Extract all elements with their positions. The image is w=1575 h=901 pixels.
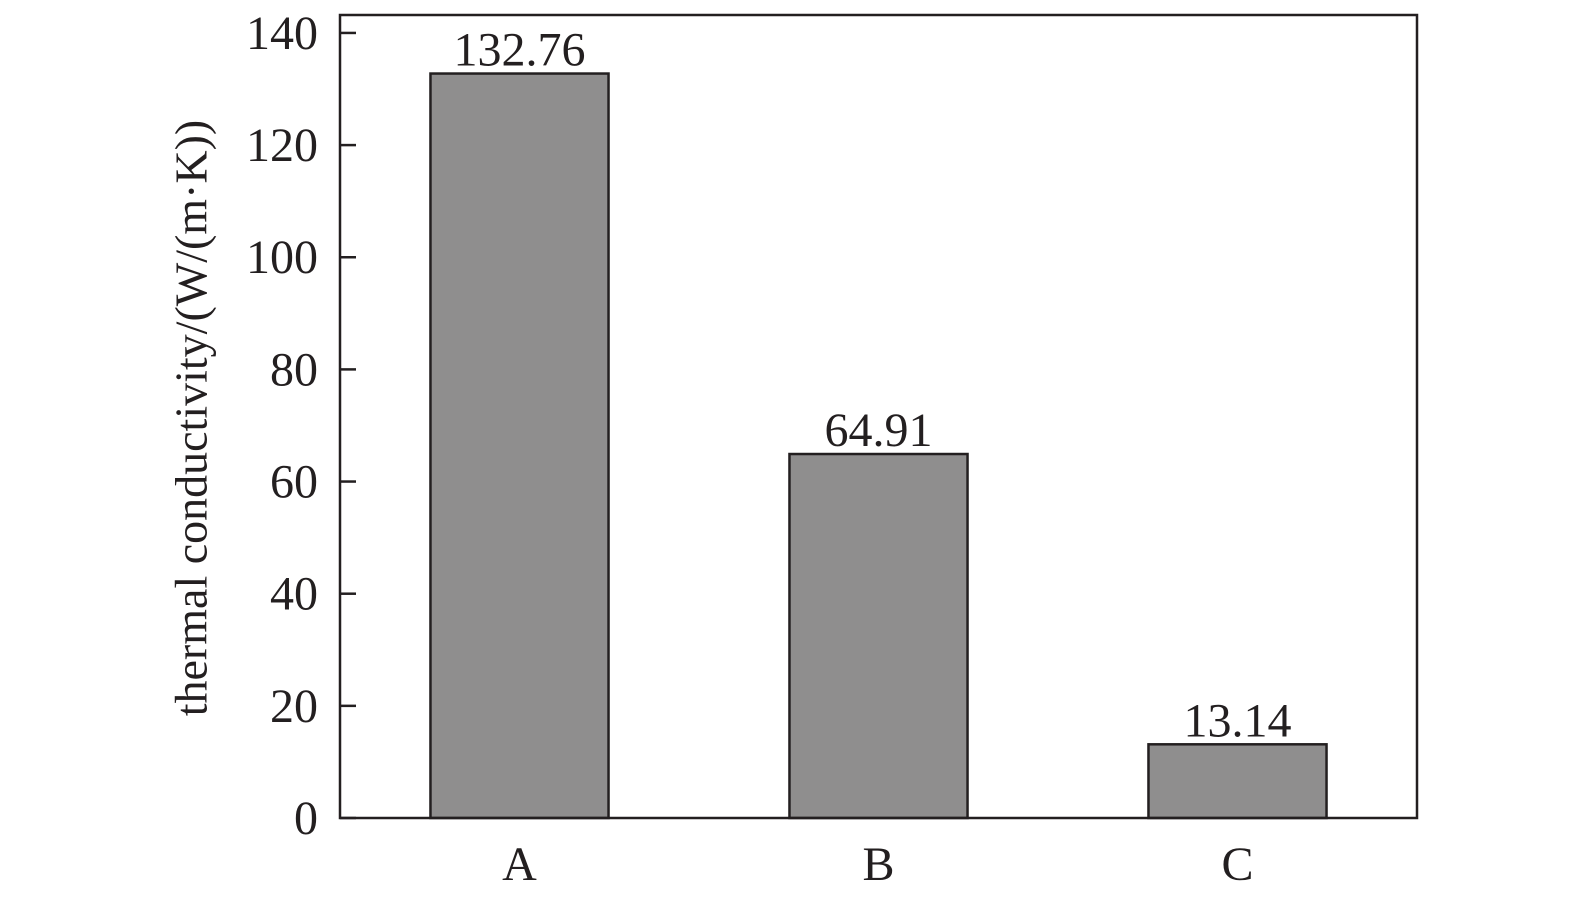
y-tick-label: 100 [246, 231, 318, 284]
y-tick-label: 120 [246, 119, 318, 172]
bar [429, 72, 610, 820]
x-tick-label: C [1221, 838, 1253, 891]
y-tick-label: 40 [270, 568, 318, 621]
x-tick-label: A [502, 838, 537, 891]
y-axis-label: thermal conductivity/(W/(m·K)) [166, 120, 217, 717]
value-label: 64.91 [825, 404, 933, 457]
value-label: 132.76 [454, 24, 586, 77]
y-tick-label: 80 [270, 343, 318, 396]
y-tick-label: 0 [294, 792, 318, 845]
x-tick-label: B [862, 838, 894, 891]
bar [788, 452, 969, 820]
plot-frame [338, 13, 1419, 820]
y-tick-label: 140 [246, 7, 318, 60]
y-tick-label: 60 [270, 456, 318, 509]
value-label: 13.14 [1184, 694, 1292, 747]
y-tick-label: 20 [270, 680, 318, 733]
bar [1147, 743, 1328, 820]
